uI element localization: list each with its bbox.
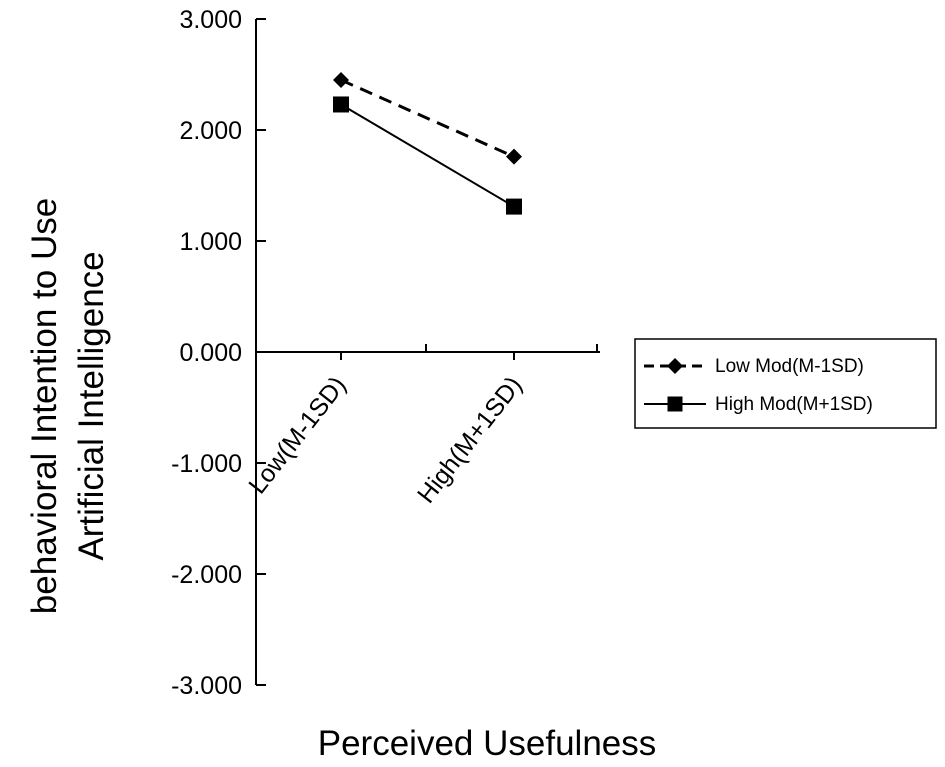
series-line — [340, 78, 515, 159]
x-axis-title: Perceived Usefulness — [318, 724, 657, 763]
legend-label-high-mod: High Mod(M+1SD) — [715, 394, 873, 415]
legend-swatch-diamond — [667, 358, 683, 374]
plot-series — [333, 72, 522, 215]
data-point-diamond — [506, 148, 522, 165]
y-tick-label: -1.000 — [171, 450, 242, 478]
legend-box — [634, 338, 937, 429]
x-category-labels: Low(M-1SD) High(M+1SD) — [243, 371, 527, 508]
y-tick-label: 3.000 — [179, 6, 242, 34]
data-point-square — [333, 96, 349, 113]
x-category-label-low: Low(M-1SD) — [243, 371, 351, 499]
y-tick-label: 2.000 — [179, 117, 242, 145]
y-tick-label: -3.000 — [171, 672, 242, 700]
legend-swatches — [644, 358, 706, 412]
y-axis: 3.000 2.000 1.000 0.000 -1.000 -2.000 -3.000 — [171, 6, 266, 700]
x-axis — [256, 344, 600, 360]
legend: Low Mod(M-1SD) High Mod(M+1SD) — [634, 338, 937, 429]
y-tick-label: -2.000 — [171, 561, 242, 589]
y-axis-title-line-1: behavioral Intention to Use — [25, 198, 64, 614]
data-point-square — [506, 198, 522, 215]
data-point-diamond — [333, 72, 349, 89]
y-axis-title-line-2: Artificial Intelligence — [72, 251, 111, 560]
x-category-label-high: High(M+1SD) — [412, 371, 528, 508]
y-tick-label: 0.000 — [179, 339, 242, 367]
legend-swatch-square — [667, 396, 683, 412]
series-line — [340, 103, 515, 208]
y-tick-label: 1.000 — [179, 228, 242, 256]
legend-label-low-mod: Low Mod(M-1SD) — [715, 356, 864, 377]
